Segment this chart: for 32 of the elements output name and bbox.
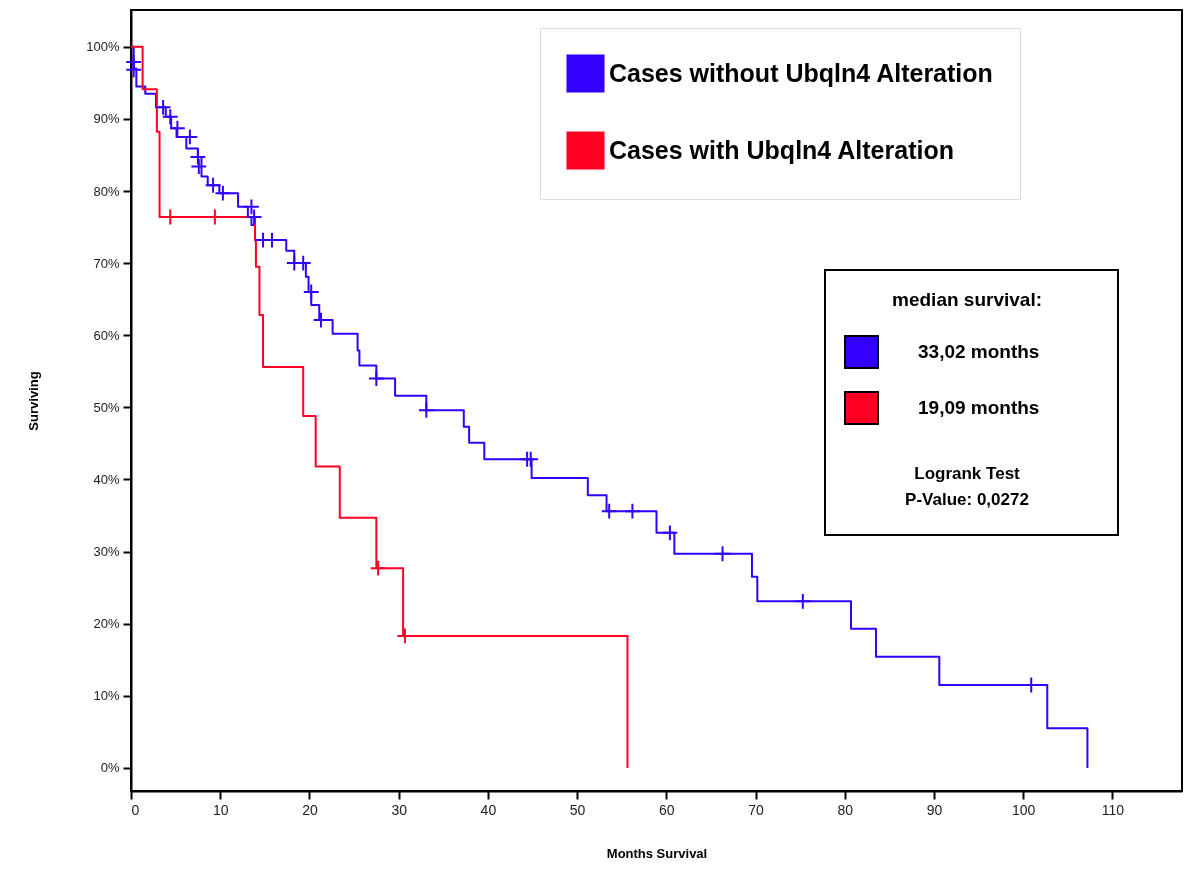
y-tick-label: 70%	[93, 255, 120, 271]
x-tick-label: 30	[391, 801, 408, 818]
y-tick-label: 0%	[100, 760, 120, 776]
y-tick-label: 100%	[86, 39, 120, 55]
y-tick-label: 20%	[93, 616, 120, 632]
x-tick-label: 110	[1101, 801, 1125, 818]
y-axis-title: Surviving	[26, 371, 42, 431]
annotation: 33,02 months	[918, 341, 1040, 362]
y-tick-label: 30%	[93, 544, 120, 560]
legend-label: Cases without Ubqln4 Alteration	[609, 58, 993, 87]
annotation: Logrank Test	[914, 464, 1021, 483]
annotation: 19,09 months	[918, 397, 1040, 418]
x-tick-label: 10	[212, 801, 229, 818]
x-tick-label: 60	[659, 801, 675, 818]
y-tick-label: 90%	[93, 111, 120, 127]
x-tick-label: 100	[1012, 801, 1036, 818]
annotation: median survival:	[892, 289, 1042, 310]
x-tick-label: 20	[302, 801, 318, 818]
x-tick-label: 90	[926, 801, 943, 818]
x-tick-label: 40	[480, 801, 497, 818]
x-tick-label: 70	[748, 801, 765, 818]
x-tick-label: 80	[837, 801, 854, 818]
legend-label: Cases with Ubqln4 Alteration	[609, 135, 954, 164]
x-tick-label: 0	[131, 801, 140, 818]
x-tick-label: 50	[569, 801, 586, 818]
y-tick-label: 60%	[93, 327, 120, 343]
y-tick-label: 50%	[93, 399, 120, 415]
y-tick-label: 40%	[93, 471, 120, 487]
annotation: P-Value: 0,0272	[905, 490, 1029, 509]
y-tick-label: 80%	[93, 183, 120, 199]
y-tick-label: 10%	[93, 688, 120, 704]
x-axis-title: Months Survival	[606, 845, 708, 861]
